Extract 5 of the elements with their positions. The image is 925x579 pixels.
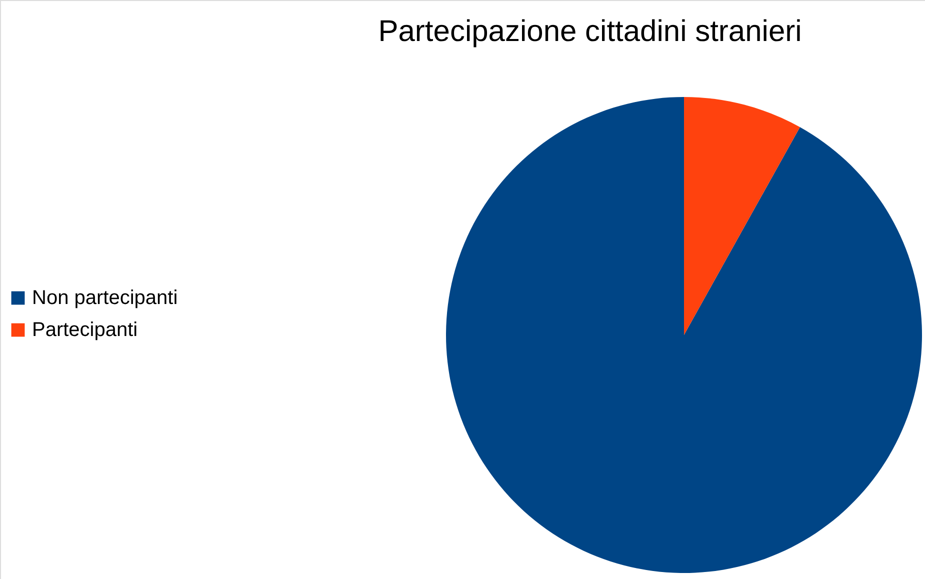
pie-slice (446, 97, 922, 573)
legend-label: Partecipanti (32, 319, 138, 341)
pie-slice (684, 97, 800, 335)
legend-label: Non partecipanti (32, 287, 178, 309)
chart-title: Partecipazione cittadini stranieri (378, 15, 802, 48)
